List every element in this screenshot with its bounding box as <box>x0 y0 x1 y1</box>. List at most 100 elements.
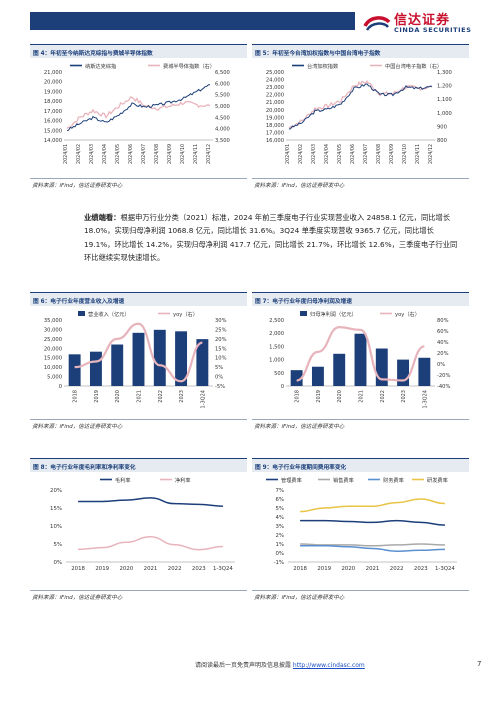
fig5-x-tick: 2024/11 <box>415 144 421 164</box>
fig6-bar <box>89 351 102 386</box>
fig9-y-tick: 5% <box>275 506 284 512</box>
fig4-x-tick: 2024/08 <box>154 144 160 164</box>
fig7-bar <box>333 353 346 386</box>
fig6-left-tick: 5,000 <box>47 375 62 381</box>
fig5-x-tick: 2024/01 <box>285 144 291 164</box>
fig6-x-tick: 2019 <box>94 390 100 403</box>
cinda-logo-mark-icon <box>363 16 391 31</box>
fig6-x-tick: 1-3Q24 <box>200 390 206 408</box>
fig9-y-tick: 3% <box>275 524 284 530</box>
fig9-series-line-0 <box>300 519 445 526</box>
fig8-x-tick: 2022 <box>168 566 182 572</box>
fig4-x-tick: 2024/07 <box>141 144 147 164</box>
figure-4-source: 资料来源：iFind，信达证券研发中心 <box>30 178 247 189</box>
fig5-right-tick: 1,100 <box>437 97 452 103</box>
fig8-legend-1-label: 净利率 <box>175 476 191 484</box>
fig9-y-tick: -1% <box>274 560 285 566</box>
fig4-x-tick: 2024/05 <box>115 144 121 164</box>
fig5-x-tick: 2024/09 <box>389 144 395 164</box>
fig6-bar <box>175 331 188 386</box>
fig7-bar <box>354 333 367 386</box>
fig9-x-tick: 2020 <box>341 566 355 572</box>
fig6-right-tick: 30% <box>215 318 227 324</box>
fig9-series-line-3 <box>300 498 445 513</box>
fig7-left-tick: 1,500 <box>269 344 284 350</box>
fig4-left-tick: 15,000 <box>44 128 62 134</box>
fig8-series-line-0 <box>78 497 223 507</box>
fig5-series-right-line <box>288 79 433 129</box>
fig4-left-tick: 16,000 <box>44 119 62 125</box>
fig8-x-tick: 2019 <box>95 566 109 572</box>
fig6-right-tick: 5% <box>215 365 223 371</box>
fig8-x-tick: 2021 <box>144 566 158 572</box>
cinda-logo: 信达证券 CINDA SECURITIES <box>362 6 492 40</box>
fig7-bar <box>397 359 410 386</box>
fig5-right-tick: 900 <box>437 124 447 130</box>
fig6-x-tick: 2022 <box>158 390 164 403</box>
fig4-series-right-line <box>66 96 211 130</box>
fig6-bar <box>196 339 209 386</box>
fig4-x-tick: 2024/06 <box>128 144 134 164</box>
fig4-left-tick: 20,000 <box>44 80 62 86</box>
fig8-y-tick: 20% <box>50 488 62 494</box>
figure-7-chart: 归母净利润（亿元） yoy（右） 2,500 2,000 1,500 1,000 500 0 8… <box>269 310 450 408</box>
fig7-right-tick: -20% <box>437 373 450 379</box>
fig4-left-tick: 14,000 <box>44 138 62 144</box>
fig7-legend-line-label: yoy（右） <box>395 310 420 318</box>
fig7-left-tick: 1,000 <box>269 358 284 364</box>
figure-8-source: 资料来源：iFind，信达证券研发中心 <box>30 590 247 601</box>
fig4-right-tick: 5,000 <box>215 104 230 110</box>
fig7-x-tick: 2018 <box>295 390 301 403</box>
fig4-legend-right-label: 费城半导体指数（右） <box>163 62 215 70</box>
fig5-series-left-line <box>288 83 433 130</box>
fig6-left-tick: 0 <box>59 384 62 390</box>
logo-text-cn: 信达证券 <box>394 13 451 28</box>
fig5-left-tick: 21,000 <box>266 100 284 106</box>
fig7-left-tick: 500 <box>274 371 284 377</box>
fig7-x-tick: 2023 <box>401 390 407 403</box>
fig4-x-tick: 2024/04 <box>102 144 108 164</box>
fig5-left-tick: 20,000 <box>266 108 284 114</box>
fig7-legend-bar-swatch <box>300 311 307 316</box>
fig9-legend-2-label: 财务费率 <box>383 476 404 484</box>
fig5-right-tick: 1,000 <box>437 111 452 117</box>
fig8-y-tick: 15% <box>50 506 62 512</box>
fig6-left-tick: 25,000 <box>44 337 62 343</box>
figure-8-title: 图 8：电子行业年度毛利率和净利率变化 <box>30 458 247 472</box>
fig4-x-tick: 2024/12 <box>206 144 212 164</box>
figure-6-source: 资料来源：iFind，信达证券研发中心 <box>30 419 247 430</box>
fig4-legend-left-label: 纳斯达克综指 <box>85 62 116 70</box>
paragraph-lead: 业绩端看： <box>84 213 121 222</box>
figure-9-title: 图 9：电子行业年度期间费用率变化 <box>252 458 469 472</box>
fig8-y-tick: 10% <box>50 524 62 530</box>
fig5-right-tick: 800 <box>437 138 447 144</box>
fig4-left-tick: 19,000 <box>44 89 62 95</box>
fig4-right-tick: 4,000 <box>215 127 230 133</box>
fig7-x-tick: 2019 <box>316 390 322 403</box>
fig7-left-tick: 2,000 <box>269 331 284 337</box>
fig9-legend-3-label: 研发费率 <box>427 476 448 484</box>
fig5-left-tick: 25,000 <box>266 70 284 76</box>
fig4-series-left-line <box>66 84 211 132</box>
fig7-right-tick: -40% <box>437 384 450 390</box>
figure-5-source: 资料来源：iFind，信达证券研发中心 <box>252 178 469 189</box>
fig8-legend-0-label: 毛利率 <box>115 476 131 484</box>
fig5-right-tick: 1,200 <box>437 84 452 90</box>
fig4-left-tick: 17,000 <box>44 109 62 115</box>
fig6-x-tick: 2020 <box>115 390 121 403</box>
fig9-x-tick: 2023 <box>414 566 428 572</box>
fig9-x-tick: 1-3Q24 <box>435 566 455 572</box>
fig7-x-tick: 2020 <box>337 390 343 403</box>
fig6-x-tick: 2021 <box>137 390 143 403</box>
fig8-x-tick: 2018 <box>71 566 85 572</box>
fig9-x-tick: 2019 <box>317 566 331 572</box>
fig4-x-tick: 2024/03 <box>89 144 95 164</box>
fig9-y-tick: 1% <box>275 542 284 548</box>
footer-link[interactable]: http://www.cindasc.com <box>292 662 365 669</box>
fig5-right-tick: 1,300 <box>437 70 452 76</box>
fig4-x-tick: 2024/02 <box>76 144 82 164</box>
fig5-legend-left-label: 台湾加权指数 <box>307 62 339 70</box>
fig9-y-tick: 6% <box>275 497 284 503</box>
fig9-x-tick: 2021 <box>366 566 380 572</box>
